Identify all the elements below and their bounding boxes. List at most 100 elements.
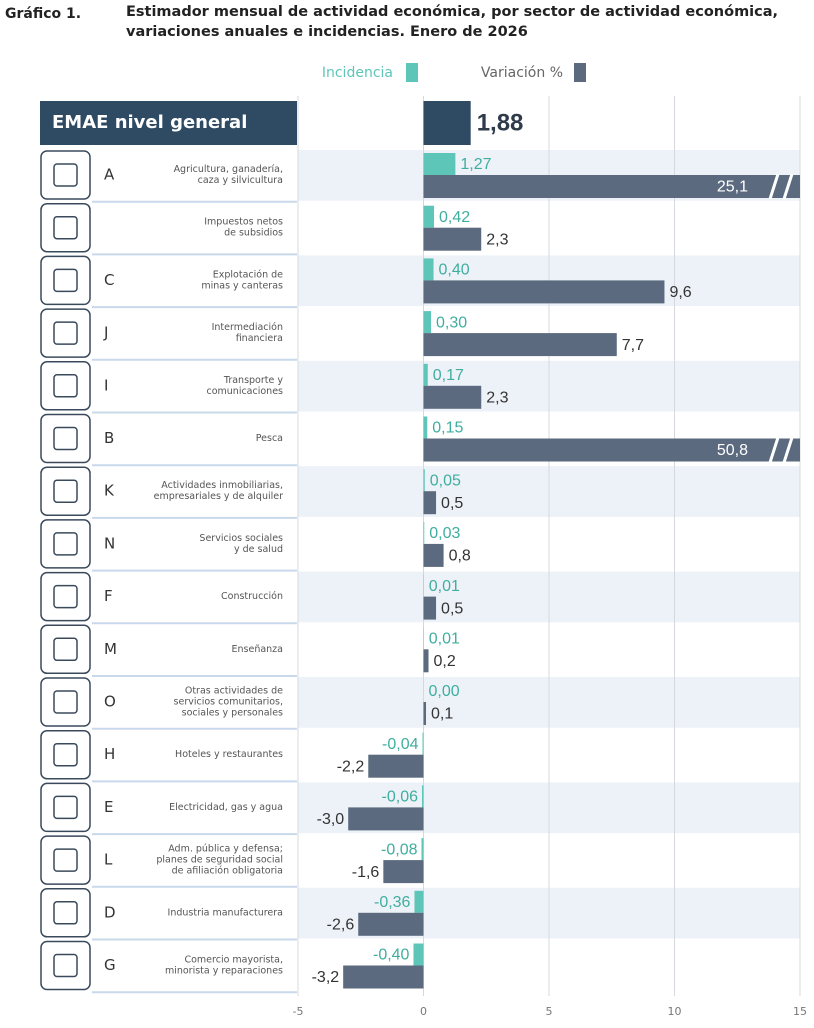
sector-code: O [104,693,116,711]
value-label: 2,3 [486,390,508,407]
category-label: Explotación de [213,269,283,280]
legend-swatch [574,63,586,82]
icon-box [41,625,90,673]
bar [424,206,435,228]
sector-code: A [104,166,115,184]
value-label: 1,27 [460,156,491,173]
value-label: 0,42 [439,209,470,226]
category-label: Intermediación [212,322,283,333]
total-label: EMAE nivel general [52,112,247,133]
icon-box [41,942,90,990]
chart-title: Estimador mensual de actividad económica… [126,2,786,42]
sector-code: B [104,429,114,447]
bar [424,469,425,491]
legend-label: Variación % [481,65,563,81]
value-label: 0,17 [433,367,464,384]
category-label: servicios comunitarios, [174,697,283,708]
value-label: 2,3 [486,231,508,248]
legend-swatch [406,63,418,82]
icon-box [41,256,90,304]
value-label: -1,6 [352,864,380,881]
icon-box [41,362,90,410]
x-tick-label: 15 [793,1005,807,1018]
bar [422,733,423,755]
icon-box [41,309,90,357]
icon-box [41,573,90,621]
bar [424,544,444,567]
sector-code: M [104,640,117,658]
icon-box [41,731,90,779]
value-label: 0,5 [441,495,463,512]
category-label: de afiliación obligatoria [172,866,283,877]
value-label: 0,15 [432,420,463,437]
category-label: comunicaciones [206,386,283,397]
category-label: Enseñanza [232,644,284,655]
value-label: 0,2 [434,653,456,670]
sector-code: H [104,745,115,763]
legend-label: Incidencia [322,65,393,81]
bar [424,228,482,251]
value-label: -3,0 [317,811,345,828]
value-label: -2,2 [337,758,365,775]
value-label: 0,01 [429,578,460,595]
icon-box [41,783,90,831]
value-label: -0,04 [382,736,419,753]
value-label: 0,1 [431,706,453,723]
x-tick-label: 10 [668,1005,682,1018]
bar [424,258,434,280]
bar [424,364,428,386]
bar [343,966,423,989]
value-label: 0,00 [429,683,460,700]
icon-box [41,204,90,252]
x-tick-label: -5 [293,1005,304,1018]
category-label: Servicios sociales [199,533,283,544]
bar [413,944,423,966]
value-label: -2,6 [327,917,355,934]
value-label: -0,36 [374,894,411,911]
icon-box [41,151,90,199]
value-label: 0,40 [439,262,470,279]
figure-label: Gráfico 1. [5,6,81,22]
x-tick-label: 5 [546,1005,553,1018]
category-label: sociales y personales [182,708,283,719]
category-label: de subsidios [224,228,283,239]
sector-code: D [104,903,116,921]
value-label: -0,08 [381,841,418,858]
category-label: planes de seguridad social [156,855,283,866]
sector-code: K [104,482,115,500]
icon-box [41,520,90,568]
value-label: 0,01 [429,631,460,648]
value-label: -0,06 [382,789,419,806]
bar [414,891,423,913]
category-label: Electricidad, gas y agua [169,802,283,813]
icon-box [41,678,90,726]
sector-code: F [104,587,113,605]
value-label: 0,05 [430,472,461,489]
category-label: y de salud [234,544,283,555]
value-label: 0,30 [436,314,467,331]
category-label: caza y silvicultura [198,175,283,186]
bar [424,153,456,175]
bar [368,755,423,778]
value-label: 25,1 [717,179,748,196]
category-label: Agricultura, ganadería, [174,164,283,175]
value-label: 9,6 [669,284,691,301]
value-label: 0,03 [429,525,460,542]
bar [348,807,423,830]
icon-box [41,836,90,884]
title-box: Estimador mensual de actividad económica… [126,2,806,46]
bar [424,649,429,672]
category-label: Actividades inmobiliarias, [161,480,283,491]
bar [424,702,427,725]
total-value-label: 1,88 [477,109,524,136]
x-tick-label: 0 [420,1005,427,1018]
category-label: Transporte y [223,375,283,386]
category-label: empresariales y de alquiler [154,491,283,502]
category-label: Otras actividades de [185,686,283,697]
value-label: 50,8 [717,442,748,459]
category-label: Pesca [256,433,283,444]
value-label: 7,7 [622,337,644,354]
bar [424,386,482,409]
value-label: -0,40 [373,947,410,964]
